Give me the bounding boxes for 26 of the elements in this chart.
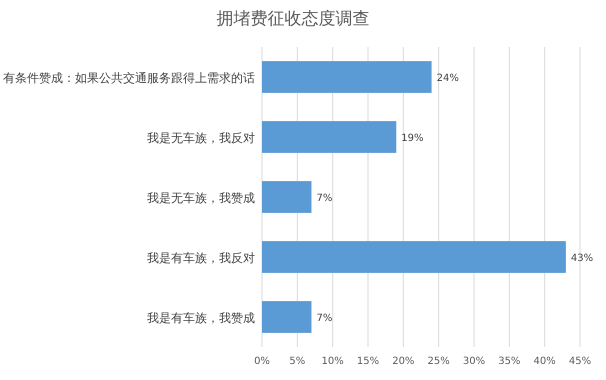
y-tick-label: 我是无车族，我反对 bbox=[147, 131, 255, 145]
x-tick-label: 5% bbox=[289, 356, 306, 367]
x-tick-label: 45% bbox=[568, 356, 592, 367]
x-tick-label: 30% bbox=[462, 356, 486, 367]
data-label: 7% bbox=[316, 313, 332, 324]
y-tick-label: 有条件赞成：如果公共交通服务跟得上需求的话 bbox=[3, 71, 255, 85]
x-tick-label: 25% bbox=[428, 356, 450, 367]
data-label: 7% bbox=[316, 193, 332, 204]
bar bbox=[262, 121, 396, 153]
bar bbox=[262, 61, 432, 93]
data-label: 24% bbox=[436, 73, 459, 84]
y-tick-label: 我是有车族，我赞成 bbox=[147, 311, 255, 325]
x-tick-label: 35% bbox=[498, 356, 520, 367]
x-tick-label: 15% bbox=[356, 356, 380, 367]
x-tick-label: 20% bbox=[392, 356, 414, 367]
bar bbox=[262, 301, 312, 333]
bar bbox=[262, 181, 312, 213]
data-label: 19% bbox=[401, 133, 424, 144]
x-tick-label: 10% bbox=[322, 356, 344, 367]
x-tick-label: 40% bbox=[534, 356, 556, 367]
y-tick-label: 我是无车族，我赞成 bbox=[147, 191, 255, 205]
bar bbox=[262, 241, 566, 273]
x-tick-label: 0% bbox=[254, 356, 270, 367]
chart-title: 拥堵费征收态度调查 bbox=[216, 9, 370, 29]
data-label: 43% bbox=[570, 253, 594, 264]
y-tick-label: 我是有车族，我反对 bbox=[147, 251, 255, 265]
